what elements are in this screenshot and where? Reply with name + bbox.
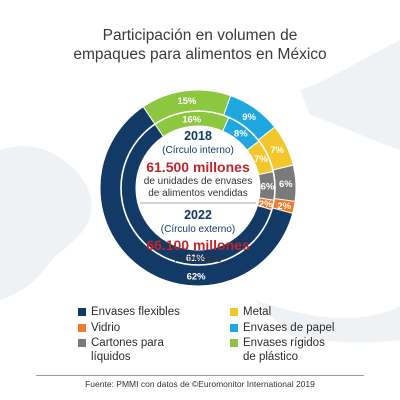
legend-item-metal: Metal [230,305,271,319]
inner-label-cartones-para-liquidos: 6% [261,182,275,193]
inner-label-envases-rigidos-de-plastico: 16% [182,114,202,125]
chart-title: Participación en volumen de empaques par… [0,26,400,64]
outer-label-metal: 7% [270,145,284,156]
legend-item-cartones: Cartones para líquidos [78,336,164,364]
legend-swatch [230,324,238,332]
center-sub-2022: (Círculo externo) [161,224,235,235]
legend-label: de plástico [243,351,298,363]
legend-item-flexibles: Envases flexibles [78,305,180,319]
legend-item-plastico: Envases rígidos de plástico [230,336,325,364]
chart-title-line-2: empaques para alimentos en México [73,46,327,63]
legend-label: Vidrio [91,322,121,334]
outer-label-envases-de-papel: 9% [242,112,256,123]
center-year-2022: 2022 [184,208,212,222]
center-sub-2018: (Círculo interno) [162,145,234,156]
outer-label-envases-rigidos-de-plastico: 15% [177,96,197,107]
outer-label-envases-flexibles: 62% [187,271,207,282]
legend-swatch [78,308,86,316]
inner-label-envases-flexibles: 61% [186,253,206,264]
legend-swatch [78,339,86,347]
inner-label-metal: 7% [254,154,268,165]
inner-label-envases-de-papel: 8% [234,129,248,140]
legend-label: Metal [243,306,272,318]
outer-label-vidrio: 2% [277,201,291,212]
legend-swatch [230,308,238,316]
legend-label-wrap: Envases rígidos de plástico [243,336,325,364]
legend-swatch [230,339,238,347]
center-value-2022: 66.100 millones [146,237,250,253]
center-desc-2022: Pronóstico [174,254,222,265]
percent-labels: 16%8%7%6%2%61%15%9%7%6%2%62% [177,96,293,282]
center-year-2018: 2018 [184,129,212,143]
legend-label-wrap: Cartones para líquidos [91,336,164,364]
source-divider [36,375,364,376]
legend-label: Envases de papel [243,322,335,334]
inner-label-vidrio: 2% [259,199,273,210]
legend-label: Cartones para [91,337,164,349]
source-note: Fuente: PMMI con datos de ©Euromonitor I… [85,379,315,389]
legend-label: Envases rígidos [243,337,325,349]
legend-swatch [78,324,86,332]
ring-separator [120,110,276,266]
legend-label: Envases flexibles [91,306,180,318]
chart-title-line-1: Participación en volumen de [102,27,298,44]
legend-label: líquidos [91,351,131,363]
center-desc-line-1: de unidades de envases [144,176,252,187]
legend-item-vidrio: Vidrio [78,321,120,335]
donut-arcs [99,89,297,287]
center-value-2018: 61.500 millones [146,159,250,175]
outer-label-cartones-para-liquidos: 6% [279,179,293,190]
legend-item-papel: Envases de papel [230,321,334,335]
center-desc-line-2: de alimentos vendidas [148,188,248,199]
